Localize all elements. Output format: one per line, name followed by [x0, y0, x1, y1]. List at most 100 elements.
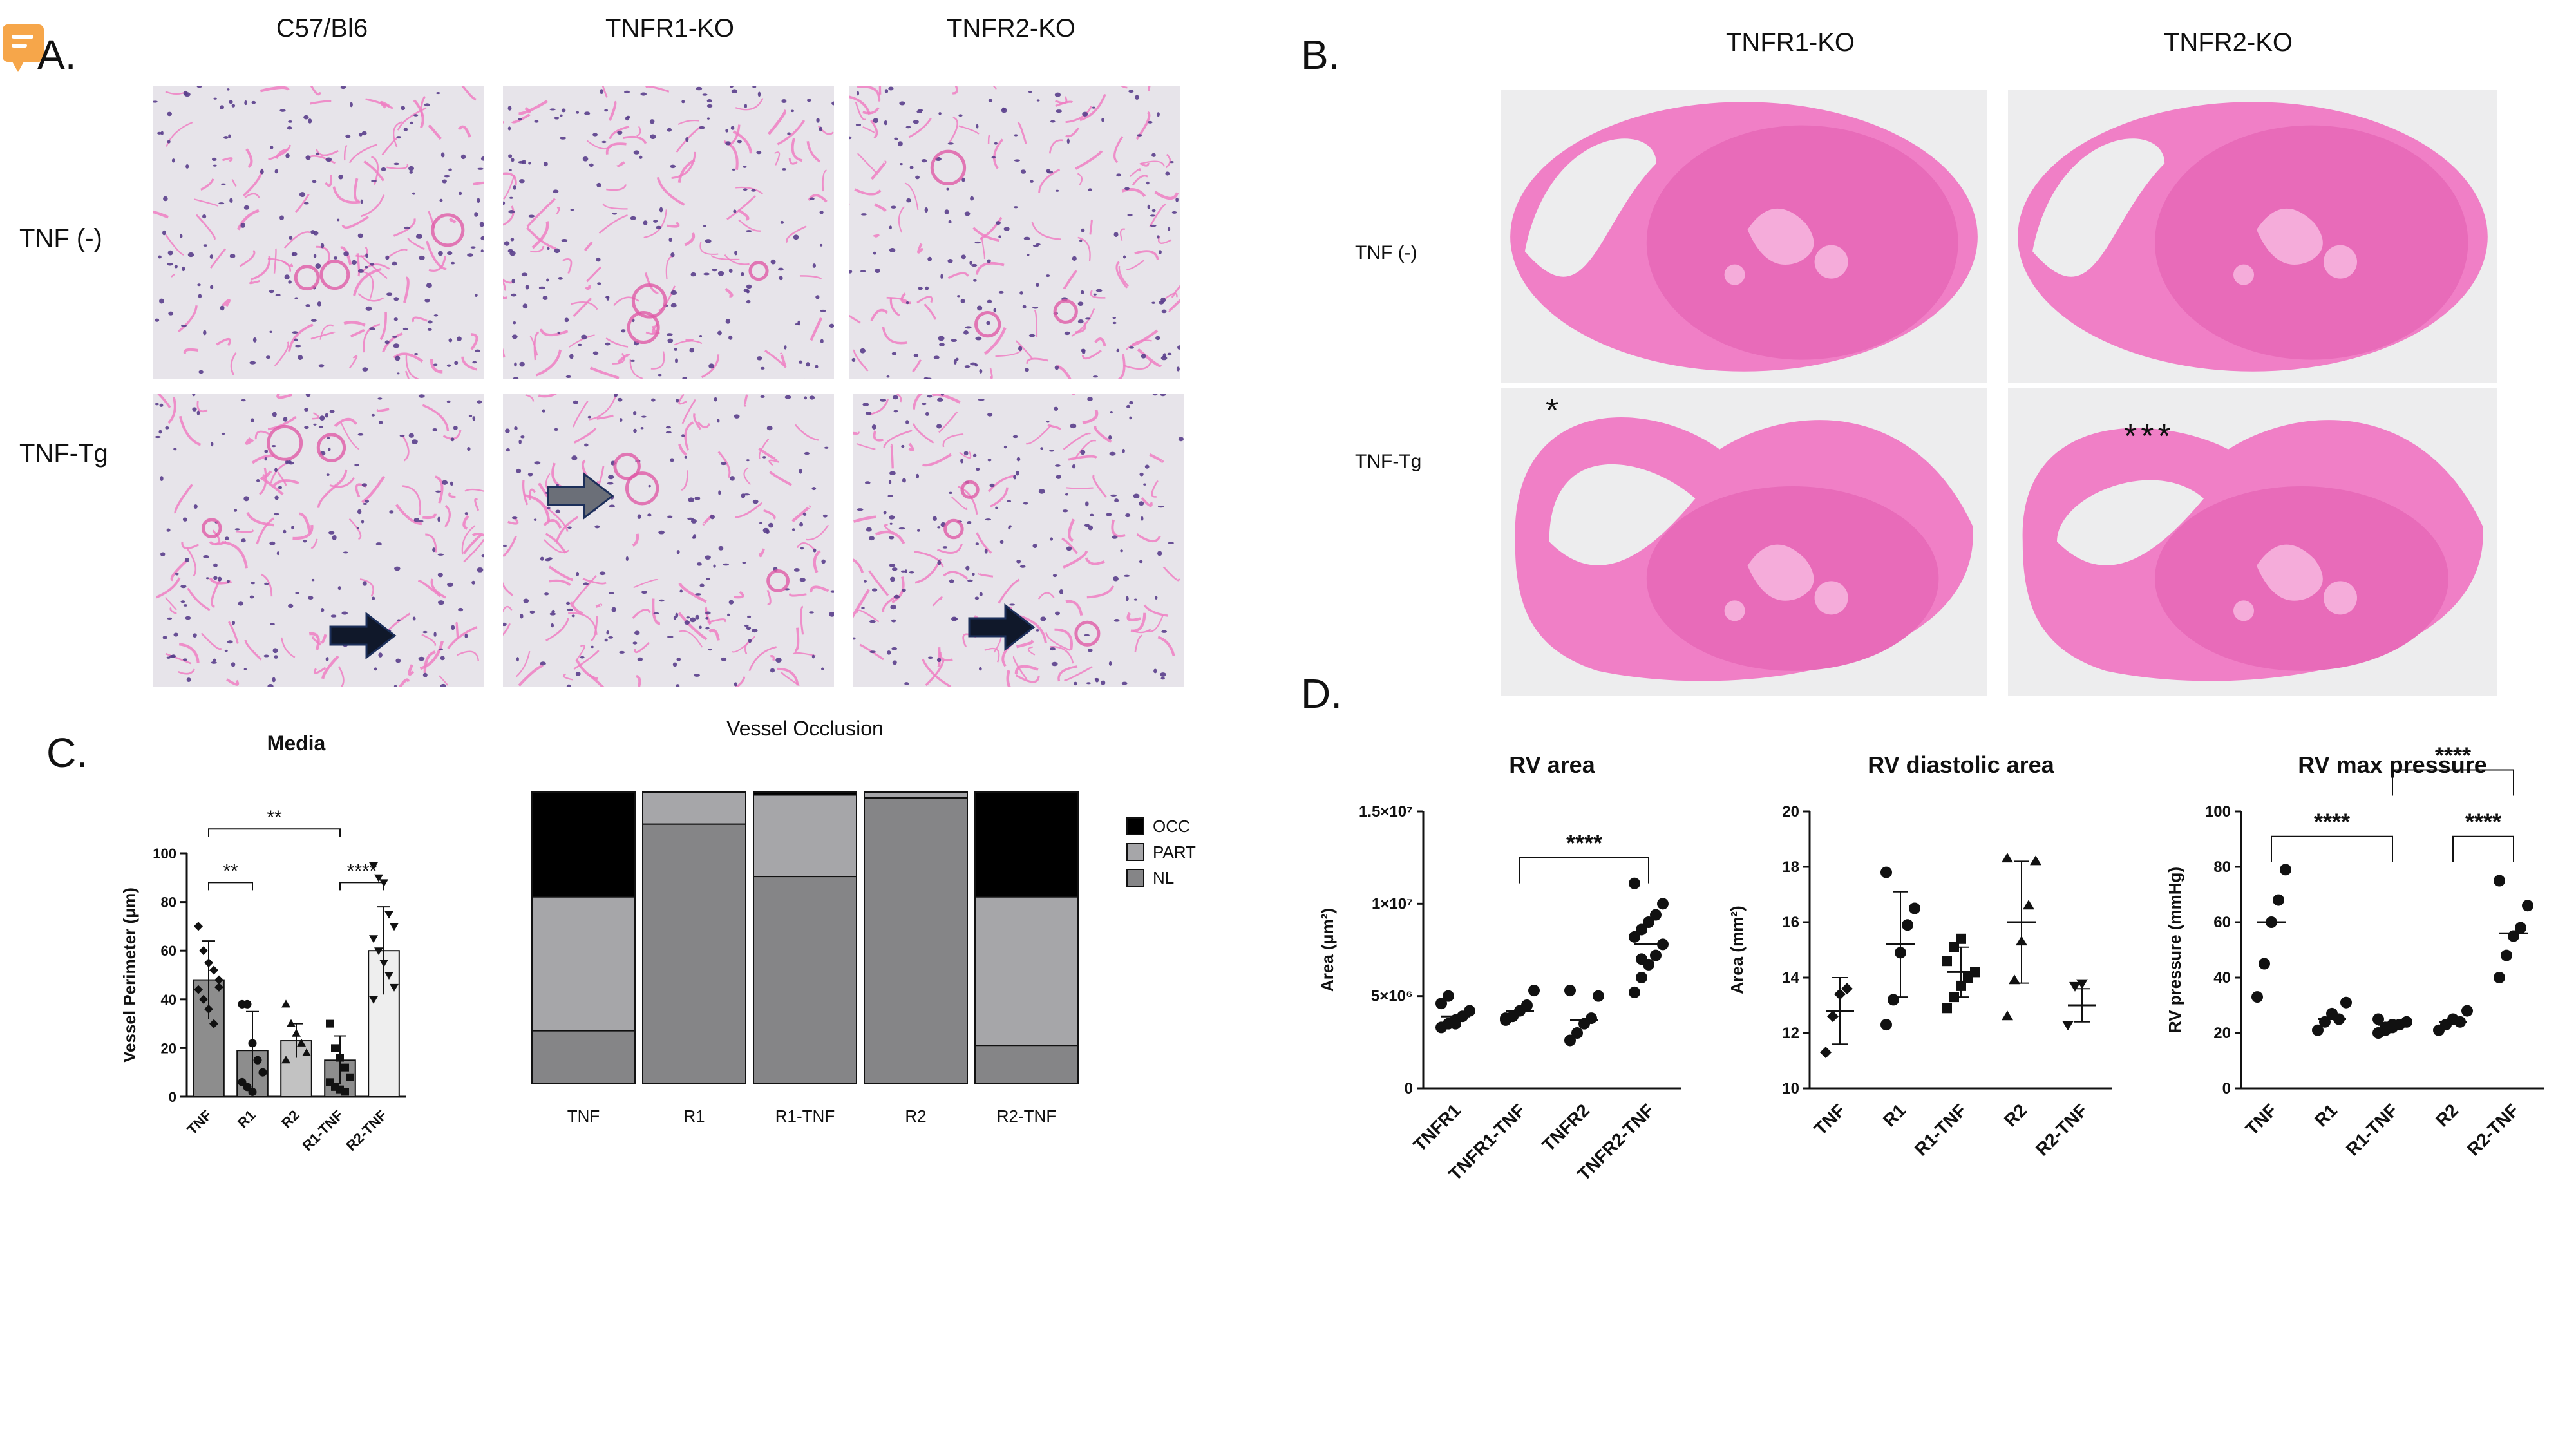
lung-histology-tile — [153, 394, 484, 687]
significance-label: ** — [223, 860, 238, 882]
significance-bracket — [2452, 835, 2514, 862]
significance-label: **** — [2465, 809, 2501, 835]
data-point — [331, 1044, 339, 1052]
y-tick-label: 20 — [161, 1040, 176, 1056]
data-point — [336, 1054, 344, 1062]
data-point — [1888, 994, 1899, 1006]
stacked-segment — [753, 794, 857, 878]
data-point — [346, 1073, 354, 1081]
data-point — [1521, 999, 1533, 1011]
stacked-segment — [864, 797, 968, 1084]
y-tick-label: 20 — [2213, 1025, 2231, 1042]
alveolar-network — [155, 394, 484, 687]
heart-section-image — [1515, 417, 1973, 681]
x-tick-label: R2 — [2000, 1100, 2031, 1130]
occlusion-chart: Vessel Occlusion TNF R1 R1-TNF R2 R2-TNF OCC PA… — [496, 715, 1236, 1169]
data-point — [2387, 1019, 2398, 1031]
data-point — [1956, 933, 1966, 944]
panel-a-row-label: TNF-Tg — [19, 439, 108, 468]
rv-pressure-chart: RV max pressure RV pressure (mmHg) 0 20 40 60… — [2164, 741, 2576, 1246]
x-tick-label: R1-TNF — [1911, 1100, 1970, 1159]
data-point — [2312, 1024, 2324, 1036]
x-tick-label: TNFR2 — [1539, 1100, 1594, 1155]
lung-tissue-image — [155, 394, 484, 687]
data-point — [2030, 855, 2041, 866]
data-point — [2016, 936, 2027, 946]
significance-label: **** — [347, 860, 377, 882]
arrow-icon — [968, 603, 1036, 652]
x-tick-label: TNF — [2242, 1100, 2280, 1139]
significance-bracket — [2271, 835, 2393, 862]
x-tick-label: TNF — [1810, 1100, 1849, 1139]
data-point — [384, 911, 393, 919]
alveolar-network — [503, 394, 834, 687]
heart-section-tile — [2008, 90, 2497, 383]
data-point — [2023, 900, 2034, 910]
data-point — [2280, 864, 2291, 876]
heart-section-image — [1510, 102, 1978, 372]
data-point — [1942, 956, 1952, 967]
significance-label: **** — [2435, 743, 2471, 769]
data-point — [1949, 942, 1959, 952]
legend-label: NL — [1153, 868, 1174, 887]
data-point — [1880, 866, 1892, 878]
data-point — [1571, 1027, 1583, 1039]
rv-diastolic-chart: RV diastolic area Area (mm²) 10 12 14 16 18 20 T… — [1726, 741, 2151, 1246]
data-point — [1586, 1012, 1597, 1025]
x-tick-label: R2 — [905, 1106, 926, 1126]
significance-bracket — [208, 882, 253, 891]
lung-histology-tile — [503, 86, 834, 379]
heart-tissue — [2018, 102, 2488, 372]
data-point — [1970, 967, 1980, 978]
data-point — [2076, 979, 2088, 989]
x-tick-label: R2-TNF — [2463, 1100, 2523, 1159]
y-tick-label: 80 — [2213, 858, 2231, 876]
comment-icon[interactable] — [3, 24, 44, 72]
data-point — [2501, 949, 2512, 961]
heart-annotation: * — [1546, 392, 1559, 430]
y-tick-label: 1.5×10⁷ — [1359, 803, 1413, 820]
y-tick-label: 60 — [2213, 914, 2231, 931]
stacked-segment — [974, 896, 1079, 1046]
stacked-segment — [531, 791, 636, 898]
data-point — [1895, 947, 1906, 959]
data-point — [253, 1056, 262, 1065]
x-tick-label: R2 — [2432, 1100, 2462, 1130]
lung-histology-tile — [853, 394, 1184, 687]
data-point — [1636, 953, 1647, 965]
lung-tissue-image — [503, 394, 834, 687]
heart-section-tile — [1501, 388, 1987, 696]
data-point — [2401, 1016, 2412, 1028]
lung-tissue-image — [153, 86, 484, 379]
data-point — [1629, 877, 1640, 889]
data-point — [1827, 1010, 1839, 1023]
y-tick-label: 40 — [161, 992, 176, 1008]
panel-a-col-head: C57/Bl6 — [276, 14, 368, 43]
data-point — [2002, 853, 2013, 863]
data-point — [1657, 938, 1669, 951]
alveolar-network — [153, 86, 484, 379]
alveolar-network — [853, 394, 1184, 687]
y-axis-label: Area (μm²) — [1318, 908, 1337, 992]
data-point — [1593, 990, 1604, 1002]
x-tick-label: R1 — [234, 1107, 259, 1132]
data-point — [1650, 949, 1662, 961]
data-point — [369, 935, 378, 943]
data-point — [1949, 992, 1959, 1003]
data-point — [214, 975, 223, 985]
y-tick-label: 18 — [1782, 858, 1799, 876]
data-point — [209, 1019, 218, 1028]
data-point — [384, 972, 393, 980]
x-tick-label: TNF — [567, 1106, 600, 1126]
data-point — [204, 958, 213, 968]
media-chart: Media Vessel Perimeter (μm) 0 20 40 60 80 100 TN… — [109, 724, 444, 1217]
heart-tissue — [1515, 417, 1973, 681]
data-point — [2319, 1016, 2331, 1028]
data-point — [199, 946, 208, 956]
data-point — [1435, 998, 1447, 1010]
data-point — [1880, 1019, 1892, 1031]
chart-title: RV diastolic area — [1868, 752, 2054, 778]
lv-cavity — [2233, 544, 2357, 621]
data-point — [199, 994, 208, 1004]
data-point — [1841, 983, 1853, 995]
